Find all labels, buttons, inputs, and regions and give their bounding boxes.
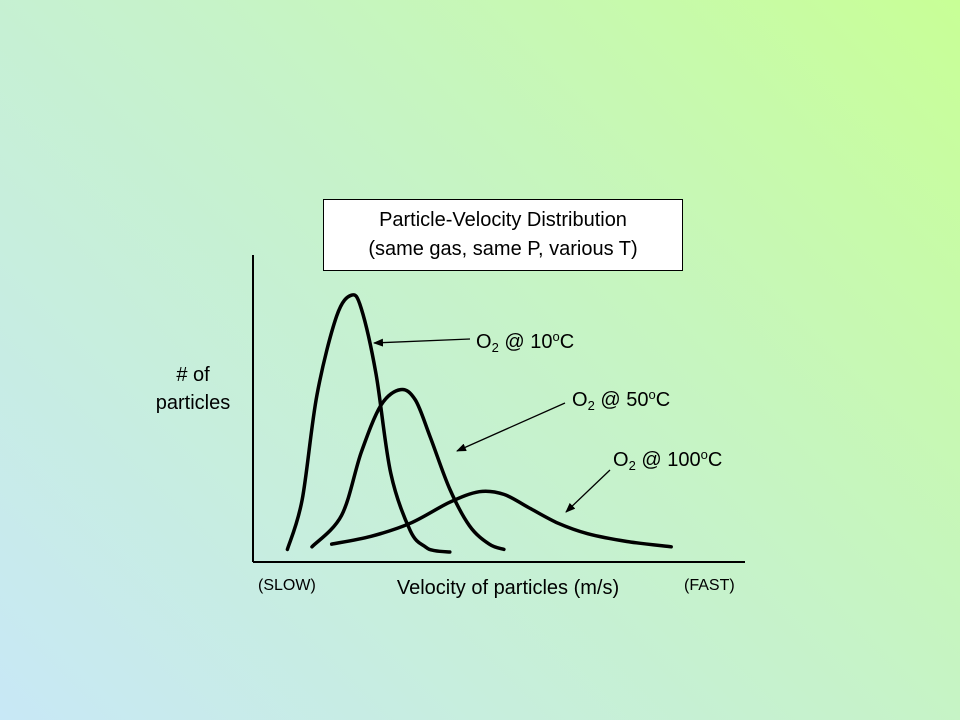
curve-100c [329, 489, 673, 549]
series-label-50c: O2 @ 50oC [572, 387, 671, 413]
pointer-arrow-10c [373, 338, 471, 347]
curve-10c [285, 293, 452, 554]
series-label-100c: O2 @ 100oC [613, 447, 723, 473]
x-axis-label: Velocity of particles (m/s) [396, 577, 620, 599]
pointer-arrow-50c [456, 402, 566, 452]
chart-title-line1: Particle-Velocity Distribution [379, 209, 627, 231]
y-axis-label: # of particles [128, 361, 258, 417]
x-axis-high-label: (FAST) [684, 577, 735, 594]
y-axis-label-line2: particles [155, 392, 231, 414]
chart-title-box: Particle-Velocity Distribution (same gas… [323, 199, 683, 271]
y-axis-label-line1: # of [176, 364, 210, 386]
x-axis-low-label: (SLOW) [258, 577, 316, 594]
series-label-10c: O2 @ 10oC [476, 329, 575, 355]
curve-50c [310, 387, 506, 552]
chart-title-line2: (same gas, same P, various T) [368, 238, 638, 260]
pointer-arrow-100c [565, 469, 611, 513]
